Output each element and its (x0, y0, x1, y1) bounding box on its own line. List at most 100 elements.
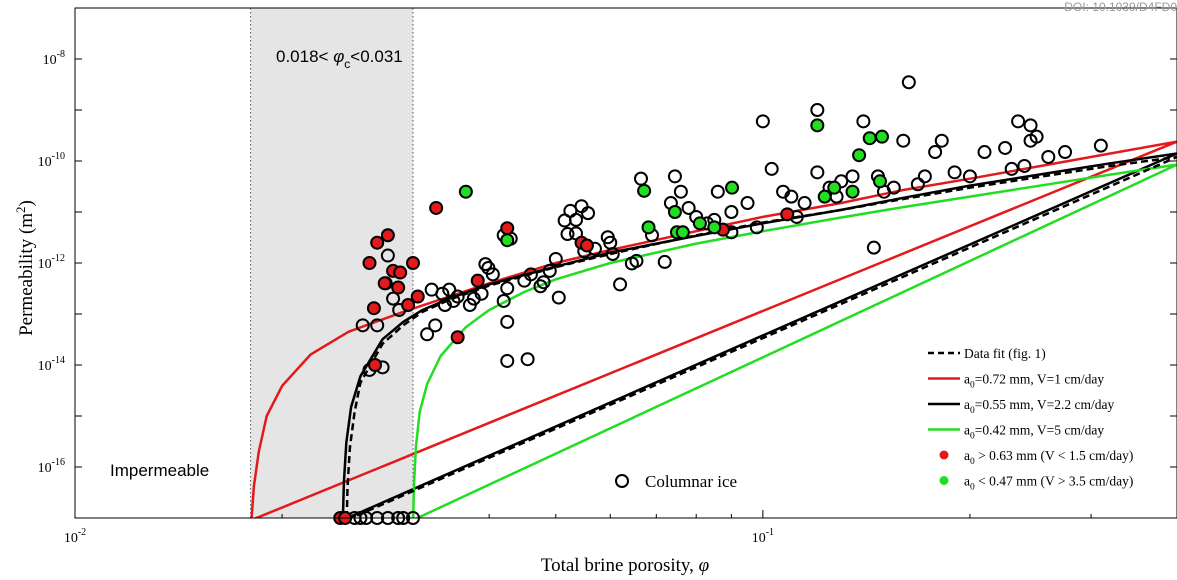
small-grain-point (862, 131, 877, 146)
y-tick-label: 10-8 (43, 49, 65, 68)
columnar-ice-point (755, 114, 770, 129)
columnar-ice-point (1011, 114, 1026, 129)
small-grain-point (852, 148, 867, 163)
columnar-ice-point (533, 279, 548, 294)
model-curve (411, 163, 1177, 518)
columnar-ice-point (1041, 149, 1056, 164)
y-tick-label: 10-16 (38, 457, 65, 476)
legend-label: a0 > 0.63 mm (V < 1.5 cm/day) (964, 448, 1133, 467)
columnar-ice-point (724, 205, 739, 219)
columnar-ice-point (569, 212, 584, 227)
columnar-ice-point (386, 291, 401, 306)
large-grain-point (401, 298, 416, 313)
large-grain-point (780, 207, 795, 222)
large-grain-point (450, 330, 465, 345)
columnar-ice-point (977, 145, 992, 160)
columnar-ice-point (901, 75, 916, 90)
columnar-ice-point (886, 180, 901, 195)
columnar-ice-point (481, 260, 496, 275)
columnar-ice-point (442, 282, 457, 297)
columnar-ice-point (466, 291, 481, 306)
small-grain-point (817, 189, 832, 204)
columnar-ice-point (536, 275, 551, 290)
columnar-ice-point (1093, 138, 1108, 153)
small-grain-point (500, 233, 515, 248)
columnar-ice-point (500, 314, 515, 329)
large-grain-point (410, 289, 425, 304)
large-grain-point (393, 265, 408, 280)
small-grain-point (675, 225, 690, 240)
columnar-ice-point (845, 169, 860, 184)
large-grain-point (377, 276, 392, 291)
small-grain-point (725, 180, 740, 195)
columnar-ice-point (420, 327, 435, 342)
columnar-ice-marker (615, 474, 629, 488)
columnar-ice-point (1023, 133, 1038, 148)
columnar-ice-point (560, 227, 575, 242)
large-grain-point (366, 301, 381, 316)
impermeable-label: Impermeable (110, 461, 209, 480)
columnar-ice-point (681, 200, 696, 215)
small-grain-point (637, 183, 652, 198)
columnar-ice-point (1017, 158, 1032, 173)
legend-label: Data fit (fig. 1) (964, 346, 1046, 361)
columnar-ice-point (667, 169, 682, 184)
columnar-ice-point (478, 257, 493, 272)
columnar-ice-point (810, 103, 825, 117)
small-grain-point (707, 220, 722, 235)
y-tick-label: 10-14 (38, 355, 65, 374)
columnar-ice-point (355, 318, 370, 333)
model-curves (250, 140, 1177, 518)
data-points (333, 75, 1108, 525)
columnar-ice-point (866, 240, 881, 255)
x-axis-label: Total brine porosity, φ (541, 555, 709, 576)
columnar-ice-point (428, 318, 443, 333)
small-grain-point (667, 205, 682, 219)
columnar-ice-point (548, 251, 563, 266)
small-grain-point (872, 174, 887, 189)
columnar-ice-point (520, 352, 535, 367)
columnar-ice-point (910, 177, 925, 192)
columnar-ice-point (450, 289, 465, 304)
large-grain-point (362, 256, 377, 270)
columnar-ice-point (500, 353, 515, 368)
columnar-ice-point (928, 145, 943, 160)
legend: Data fit (fig. 1) a0=0.72 mm, V=1 cm/day a… (928, 346, 1133, 493)
large-grain-point (470, 273, 485, 288)
columnar-ice-point (542, 263, 557, 278)
columnar-ice-point (380, 248, 395, 263)
y-tick-label: 10-12 (38, 253, 65, 272)
columnar-ice-point (605, 247, 620, 262)
columnar-ice-point (749, 220, 764, 235)
columnar-ice-point (629, 253, 644, 268)
small-grain-point (845, 184, 860, 199)
columnar-ice-point (896, 133, 911, 148)
region-fill (250, 8, 413, 518)
large-grain-point (405, 256, 420, 270)
columnar-ice-point (740, 196, 755, 211)
model-curve (341, 152, 1177, 518)
columnar-ice-point (500, 281, 515, 296)
axis-ticks: 10-2 10-1 10-16 10-14 10-12 10-10 10-8 (38, 7, 1177, 546)
small-grain-point (827, 180, 842, 195)
columnar-ice-point (962, 169, 977, 184)
columnar-ice-point (710, 184, 725, 199)
large-grain-point (429, 200, 444, 215)
large-grain-point (391, 280, 406, 295)
columnar-ice-point (1023, 118, 1038, 133)
legend-label: a0 < 0.47 mm (V > 3.5 cm/day) (964, 474, 1133, 493)
columnar-ice-point (424, 282, 439, 297)
columnar-ice-point (633, 171, 648, 186)
columnar-ice-point (764, 161, 779, 176)
large-grain-point (380, 228, 395, 243)
columnar-ice-point (784, 189, 799, 204)
columnar-ice-point (1004, 161, 1019, 176)
doi-watermark: DOI: 10.1039/D4FD0 (1064, 0, 1177, 14)
columnar-ice-point (657, 254, 672, 269)
columnar-ice-point (370, 318, 385, 333)
columnar-ice-point (856, 114, 871, 129)
legend-label: a0=0.55 mm, V=2.2 cm/day (964, 397, 1114, 416)
small-grain-point (641, 220, 656, 235)
large-grain-point (579, 238, 594, 253)
